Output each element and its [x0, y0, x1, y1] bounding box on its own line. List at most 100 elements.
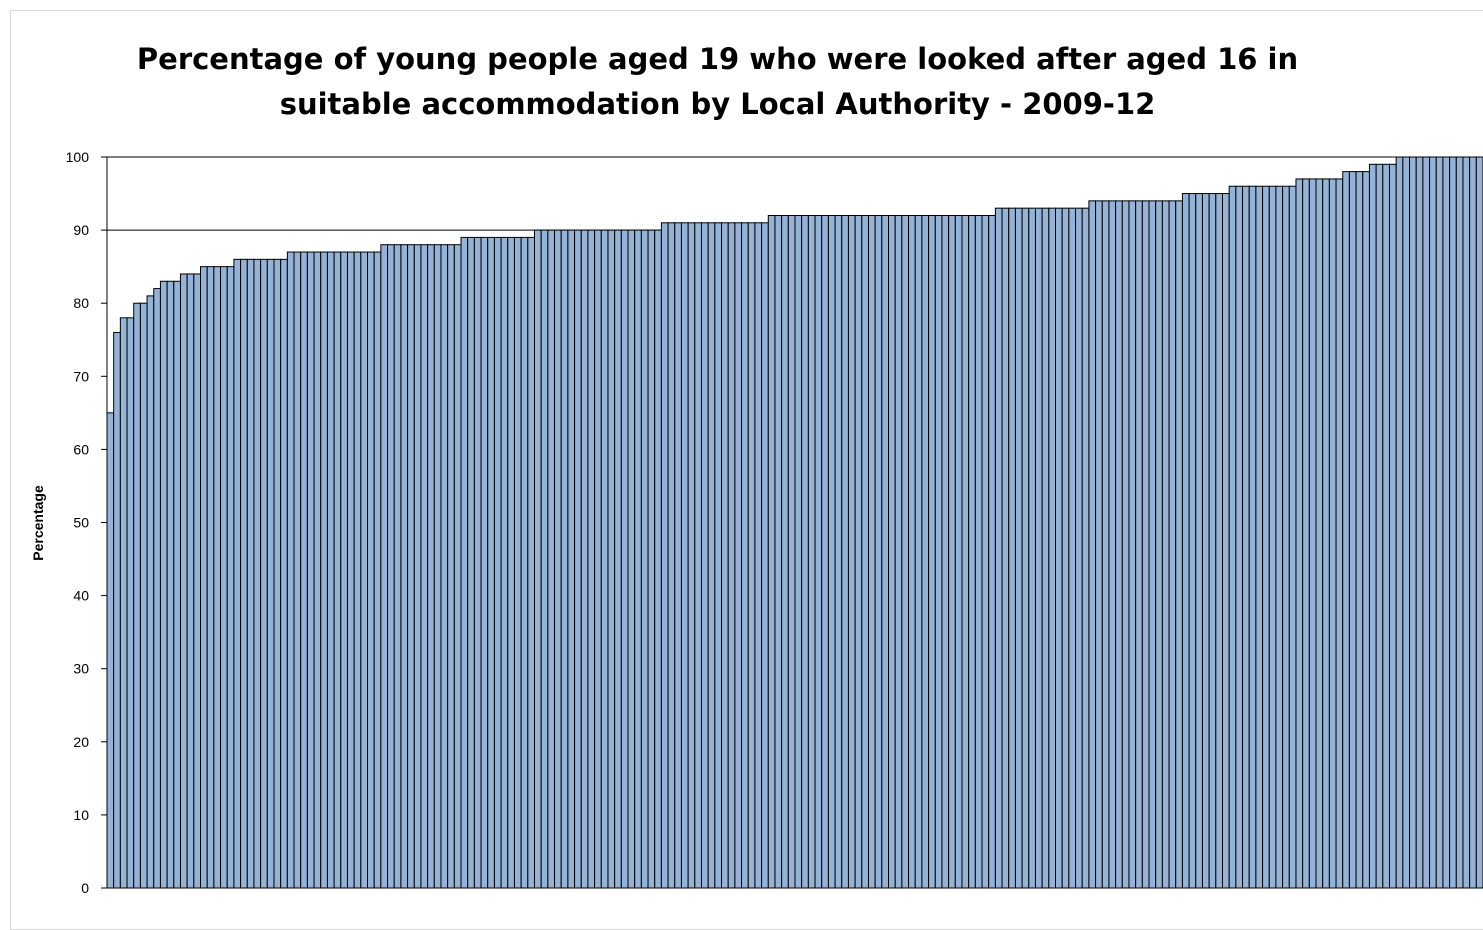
bar-45 — [400, 244, 409, 889]
bar-24 — [260, 258, 268, 889]
bar-47 — [413, 244, 422, 889]
bar-87 — [680, 222, 689, 889]
bar-126 — [941, 214, 950, 889]
bar-120 — [901, 214, 910, 889]
bar-162 — [1181, 193, 1190, 889]
bar-123 — [921, 214, 930, 889]
bar-18 — [220, 266, 228, 889]
bar-122 — [914, 214, 923, 889]
bar-10 — [166, 280, 175, 889]
bar-64 — [527, 236, 535, 889]
y-tick-labels: 0 10 20 30 40 50 60 70 80 90 100 — [66, 149, 107, 896]
bar-168 — [1221, 193, 1230, 889]
bar-73 — [587, 229, 596, 889]
bar-156 — [1141, 200, 1150, 889]
bar-192 — [1382, 163, 1390, 889]
bar-32 — [313, 251, 322, 889]
bar-69 — [560, 229, 569, 889]
bar-138 — [1021, 207, 1030, 889]
bar-175 — [1268, 185, 1277, 889]
bar-37 — [346, 251, 355, 889]
bar-80 — [634, 229, 642, 889]
bar-44 — [393, 244, 402, 889]
bar-41 — [373, 251, 382, 889]
bar-31 — [306, 251, 315, 889]
bar-65 — [533, 229, 542, 889]
bar-174 — [1262, 185, 1270, 889]
bar-81 — [640, 229, 649, 889]
bar-171 — [1242, 185, 1250, 889]
bar-118 — [888, 214, 896, 889]
y-tick-label-0: 0 — [81, 880, 89, 896]
bar-60 — [500, 236, 509, 889]
bar-199 — [1429, 156, 1437, 889]
bar-15 — [200, 266, 208, 889]
bar-169 — [1228, 185, 1237, 889]
bar-71 — [574, 229, 582, 889]
bar-114 — [861, 214, 869, 889]
bar-59 — [493, 236, 502, 889]
bar-39 — [360, 251, 369, 889]
bar-20 — [233, 258, 242, 889]
bar-30 — [300, 251, 308, 889]
bar-4 — [126, 317, 135, 889]
bar-54 — [460, 236, 469, 889]
bar-121 — [908, 214, 916, 889]
bar-134 — [994, 207, 1003, 889]
bar-142 — [1048, 207, 1057, 889]
bar-62 — [513, 236, 522, 889]
bar-182 — [1315, 178, 1324, 889]
bar-23 — [253, 258, 262, 889]
bar-179 — [1295, 178, 1304, 889]
bar-139 — [1028, 207, 1036, 889]
bar-28 — [286, 251, 295, 889]
bar-145 — [1068, 207, 1077, 889]
bar-184 — [1328, 178, 1337, 889]
y-tick-label-10: 10 — [73, 807, 89, 823]
bar-189 — [1362, 171, 1370, 889]
bar-201 — [1442, 156, 1451, 889]
bar-75 — [600, 229, 609, 889]
y-tick-label-30: 30 — [73, 661, 89, 677]
bar-82 — [647, 229, 656, 889]
bar-94 — [727, 222, 736, 889]
bar-170 — [1235, 185, 1244, 889]
bar-68 — [554, 229, 562, 889]
bar-5 — [133, 302, 141, 889]
bar-188 — [1355, 171, 1364, 889]
bar-105 — [801, 214, 809, 889]
bar-203 — [1455, 156, 1464, 889]
y-tick-label-90: 90 — [73, 222, 89, 238]
bar-172 — [1248, 185, 1257, 889]
bar-177 — [1282, 185, 1290, 889]
bar-104 — [794, 214, 803, 889]
bar-78 — [620, 229, 629, 889]
bar-152 — [1115, 200, 1123, 889]
bar-3 — [119, 317, 128, 889]
bar-151 — [1108, 200, 1117, 889]
bar-125 — [934, 214, 943, 889]
bar-133 — [988, 214, 996, 889]
bar-46 — [407, 244, 415, 889]
bar-153 — [1121, 200, 1130, 889]
bar-176 — [1275, 185, 1284, 889]
bar-48 — [420, 244, 429, 889]
bar-29 — [293, 251, 302, 889]
bar-194 — [1395, 156, 1404, 889]
bar-196 — [1409, 156, 1417, 889]
bar-132 — [981, 214, 990, 889]
bar-173 — [1255, 185, 1264, 889]
bar-102 — [781, 214, 789, 889]
bar-74 — [594, 229, 602, 889]
bar-146 — [1075, 207, 1083, 889]
bar-92 — [714, 222, 723, 889]
bar-13 — [186, 273, 195, 889]
bar-76 — [607, 229, 616, 889]
bar-33 — [320, 251, 328, 889]
bar-67 — [547, 229, 556, 889]
bar-112 — [847, 214, 856, 889]
bar-124 — [928, 214, 936, 889]
bar-22 — [246, 258, 255, 889]
bar-110 — [834, 214, 843, 889]
